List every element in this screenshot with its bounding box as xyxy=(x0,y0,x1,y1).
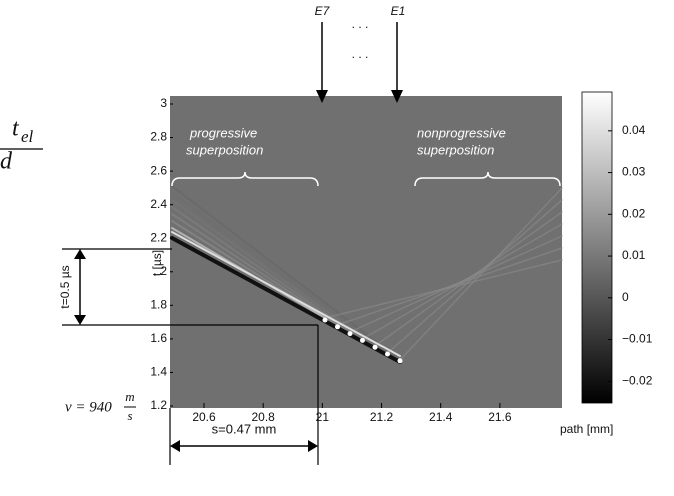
colorbar-tick-label: 0.01 xyxy=(622,248,646,262)
annotation: . . . xyxy=(352,47,369,61)
x-axis-label: path [mm] xyxy=(560,422,613,436)
y-tick-label: 3 xyxy=(160,96,167,110)
colorbar-tick-label: 0 xyxy=(622,290,629,304)
wave-peak xyxy=(372,344,378,350)
x-tick-label: 21.6 xyxy=(488,410,512,424)
wave-line xyxy=(399,187,563,361)
colorbar-tick-label: 0.03 xyxy=(622,165,646,179)
annotation: m xyxy=(125,389,134,404)
wave-front xyxy=(171,231,401,357)
wave-pattern xyxy=(170,185,563,364)
y-tick-label: 2.2 xyxy=(150,230,167,244)
arrow-head xyxy=(74,315,86,325)
colorbar xyxy=(581,91,613,404)
y-tick-label: 1.6 xyxy=(150,331,167,345)
bracket xyxy=(171,171,319,187)
annotation: E7 xyxy=(315,4,331,18)
y-tick-label: 1.2 xyxy=(150,398,167,412)
y-tick-label: 2.6 xyxy=(150,163,167,177)
y-tick-label: 1.8 xyxy=(150,298,167,312)
y-tick-label: 2.4 xyxy=(150,197,167,211)
annotation: s=0.47 mm xyxy=(212,421,277,436)
colorbar-tick-label: −0.01 xyxy=(622,332,653,346)
wave-peak xyxy=(360,337,365,343)
annotation: s xyxy=(127,408,132,423)
wave-peak xyxy=(347,331,353,337)
colorbar-tick-label: −0.02 xyxy=(622,373,653,387)
annotation: v = 940 xyxy=(65,399,112,415)
y-tick-label: 2.8 xyxy=(150,130,167,144)
y-tick-label: 1.4 xyxy=(150,365,167,379)
x-tick-label: 21 xyxy=(316,410,330,424)
annotation: . . . xyxy=(352,17,369,31)
wave-peak xyxy=(385,351,390,357)
arrow-head xyxy=(74,249,86,259)
arrow-head xyxy=(391,90,403,103)
arrow-head xyxy=(170,440,180,452)
x-tick-label: 20.6 xyxy=(192,410,216,424)
colorbar-tick-label: 0.04 xyxy=(622,123,646,137)
annotation: E1 xyxy=(391,4,406,18)
y-axis-label: t [µs] xyxy=(150,250,164,276)
annotation: t xyxy=(12,116,20,142)
wave-line xyxy=(324,259,563,319)
annotation: progressive xyxy=(189,125,257,140)
wave-peak xyxy=(335,324,340,330)
wave-line xyxy=(171,192,389,354)
colorbar-tick-label: 0.02 xyxy=(622,206,646,220)
wave-line xyxy=(336,247,563,326)
wave-line xyxy=(171,185,401,361)
wave-line xyxy=(386,199,563,354)
annotation: superposition xyxy=(186,142,263,157)
bracket xyxy=(414,171,561,187)
y-tick-label: 2 xyxy=(160,264,167,278)
x-tick-label: 20.8 xyxy=(252,410,276,424)
wave-line xyxy=(171,199,376,347)
annotation: d xyxy=(0,149,13,175)
annotation: el xyxy=(21,127,34,146)
arrow-head xyxy=(308,440,318,452)
annotation: nonprogressive xyxy=(417,125,506,140)
x-tick-label: 21.4 xyxy=(429,410,453,424)
x-tick-label: 21.2 xyxy=(370,410,394,424)
arrow-head xyxy=(316,90,328,103)
annotation: superposition xyxy=(417,142,494,157)
annotation: t=0.5 µs xyxy=(58,265,72,308)
wave-peak xyxy=(397,358,403,364)
wave-peak xyxy=(322,317,328,323)
